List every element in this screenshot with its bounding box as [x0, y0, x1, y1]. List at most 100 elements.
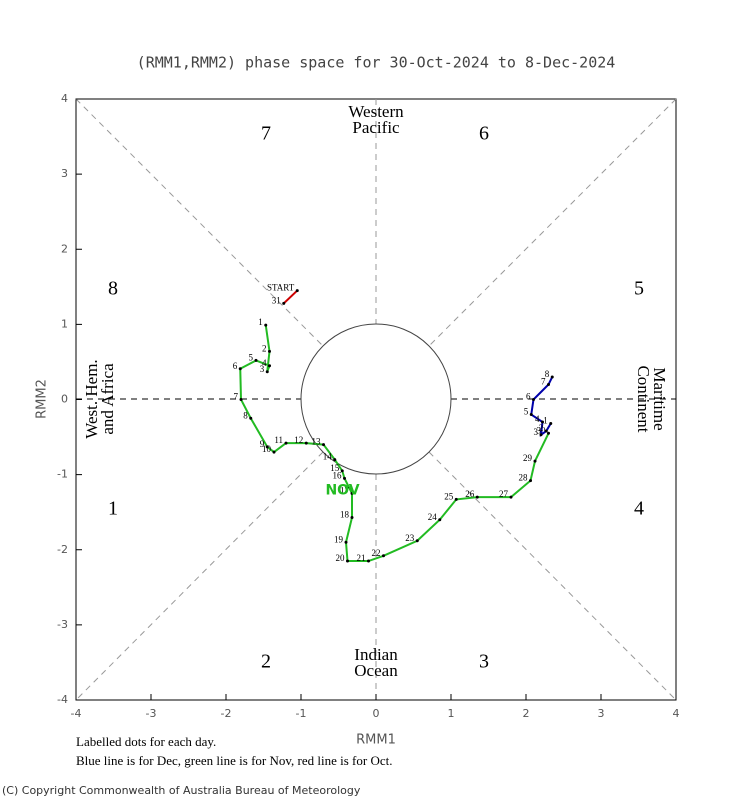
day-dot [541, 420, 544, 424]
day-label: 28 [519, 473, 529, 483]
region-label: West. Hem. [82, 359, 101, 438]
day-label: 3 [534, 427, 539, 437]
day-dot [265, 370, 269, 374]
x-tick-label: -4 [71, 707, 82, 720]
phase-number: 7 [261, 123, 271, 145]
y-tick-label: 1 [61, 317, 68, 330]
y-tick-label: -1 [57, 468, 68, 481]
x-tick-label: -1 [296, 707, 307, 720]
day-label: 29 [523, 453, 533, 463]
day-label: 6 [233, 361, 238, 371]
day-dot [333, 458, 337, 462]
day-dot [340, 469, 344, 473]
day-label: 31 [272, 295, 281, 305]
day-label: 20 [336, 553, 346, 563]
day-label: 1 [543, 416, 548, 426]
day-dot [282, 301, 286, 305]
region-label: Ocean [354, 661, 398, 680]
day-dot [382, 554, 385, 558]
day-label: 15 [330, 463, 340, 473]
x-tick-label: 2 [523, 707, 530, 720]
day-label: 11 [274, 435, 283, 445]
y-tick-label: 3 [61, 167, 68, 180]
day-dot [344, 540, 348, 544]
day-dot [533, 459, 537, 463]
day-label: 14 [323, 452, 333, 462]
y-tick-label: -4 [57, 693, 68, 706]
y-tick-label: -2 [57, 543, 68, 556]
y-tick-label: 4 [61, 92, 68, 105]
day-dot [304, 441, 308, 445]
day-dot [272, 450, 276, 454]
day-label: 5 [249, 352, 254, 362]
day-dot [547, 382, 550, 386]
day-dot [350, 491, 354, 495]
region-label: Maritime [650, 367, 669, 430]
note: Blue line is for Dec, green line is for … [76, 753, 392, 768]
y-tick-label: 2 [61, 242, 68, 255]
day-label: 9 [260, 439, 265, 449]
x-axis-label: RMM1 [356, 733, 396, 748]
day-label: 23 [405, 533, 415, 543]
day-label: 24 [428, 512, 438, 522]
day-dot [295, 289, 299, 293]
region-label: Indian [354, 645, 398, 664]
day-dot [322, 443, 325, 447]
copyright: (C) Copyright Commonwealth of Australia … [2, 784, 361, 797]
day-label: 2 [262, 343, 267, 353]
day-dot [549, 422, 553, 426]
month-label: NOV [325, 482, 359, 498]
day-dot [346, 559, 349, 563]
day-dot [415, 539, 419, 543]
day-dot [509, 495, 513, 499]
day-label: 4 [262, 358, 267, 368]
phase-number: 3 [479, 651, 489, 673]
day-dot [547, 431, 550, 435]
day-dot [454, 497, 458, 501]
day-label: START [267, 283, 295, 293]
region-label: Western [348, 102, 404, 121]
x-tick-label: 4 [673, 707, 680, 720]
day-dot [529, 413, 533, 417]
day-label: 17 [340, 485, 350, 495]
day-dot [343, 476, 346, 480]
day-label: 8 [545, 369, 550, 379]
note: Labelled dots for each day. [76, 734, 216, 749]
day-label: 10 [262, 444, 272, 454]
day-label: 7 [234, 392, 239, 402]
day-dot [254, 358, 258, 362]
day-label: 4 [535, 414, 540, 424]
day-dot [268, 364, 271, 368]
series-line [239, 324, 550, 563]
day-dot [475, 495, 479, 499]
series-line [283, 289, 298, 305]
phase-number: 8 [108, 278, 118, 300]
day-label: 18 [340, 510, 350, 520]
x-tick-label: -2 [221, 707, 232, 720]
day-label: 1 [258, 317, 263, 327]
x-tick-label: -3 [146, 707, 157, 720]
phase-number: 6 [479, 123, 489, 145]
day-label: 26 [465, 489, 475, 499]
day-label: 3 [260, 364, 265, 374]
day-dot [265, 445, 269, 449]
day-dot [438, 518, 442, 522]
phase-number: 1 [108, 498, 118, 520]
unit-circle [300, 323, 452, 475]
region-label: Pacific [352, 118, 400, 137]
y-tick-label: -3 [57, 618, 68, 631]
day-dot [539, 433, 543, 437]
x-tick-label: 0 [373, 707, 380, 720]
day-dot [239, 398, 243, 401]
region-label: and Africa [98, 363, 117, 435]
phase-number: 5 [634, 278, 644, 300]
day-label: 6 [526, 392, 531, 402]
y-axis-label: RMM2 [35, 379, 50, 419]
chart-title: (RMM1,RMM2) phase space for 30-Oct-2024 … [137, 54, 616, 72]
day-label: 25 [444, 491, 454, 501]
day-dot [529, 479, 532, 483]
day-dot [367, 559, 370, 563]
day-label: 13 [312, 437, 322, 447]
